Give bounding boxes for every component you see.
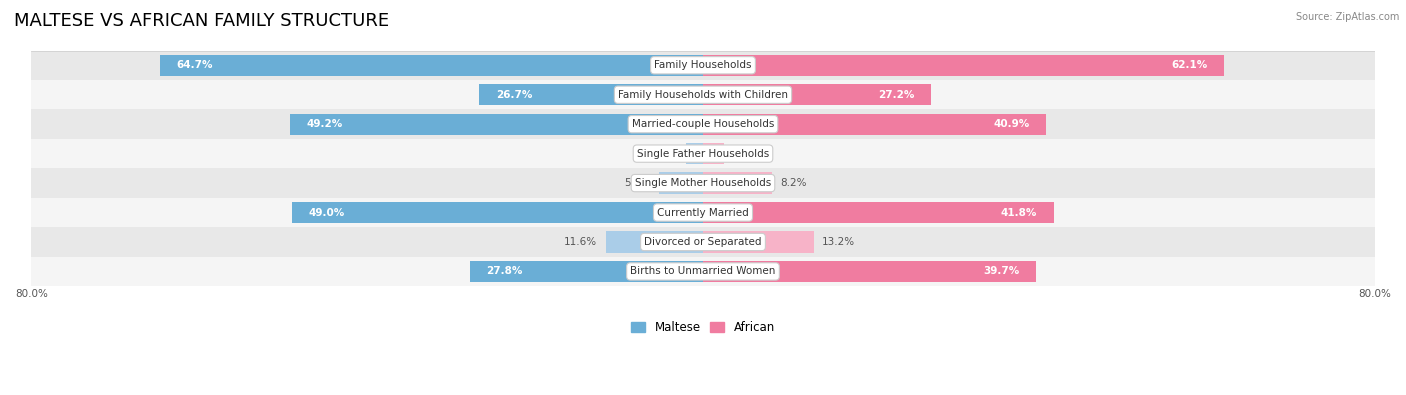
Bar (31, 80, 1375, 109)
Text: 62.1%: 62.1% (1171, 60, 1208, 70)
Text: 2.5%: 2.5% (733, 149, 759, 159)
Bar (291, 202, 703, 223)
Bar (31, 51, 1375, 80)
Text: Married-couple Households: Married-couple Households (631, 119, 775, 129)
Bar (703, 261, 1036, 282)
Text: 27.2%: 27.2% (879, 90, 914, 100)
Text: Source: ZipAtlas.com: Source: ZipAtlas.com (1295, 12, 1399, 22)
Bar (703, 143, 724, 164)
Bar (290, 114, 703, 135)
Bar (703, 84, 931, 105)
Bar (686, 143, 703, 164)
Bar (703, 173, 772, 194)
Bar (703, 114, 1046, 135)
Text: Currently Married: Currently Married (657, 207, 749, 218)
Bar (659, 173, 703, 194)
Text: Family Households: Family Households (654, 60, 752, 70)
Legend: Maltese, African: Maltese, African (626, 317, 780, 339)
Text: 40.9%: 40.9% (993, 119, 1029, 129)
Text: 26.7%: 26.7% (496, 90, 531, 100)
Bar (703, 202, 1054, 223)
Bar (31, 139, 1375, 168)
Text: Births to Unmarried Women: Births to Unmarried Women (630, 267, 776, 276)
Bar (703, 55, 1225, 76)
Text: 13.2%: 13.2% (823, 237, 855, 247)
Bar (160, 55, 703, 76)
Text: Family Households with Children: Family Households with Children (619, 90, 787, 100)
Bar (31, 168, 1375, 198)
Bar (31, 198, 1375, 227)
Text: Single Father Households: Single Father Households (637, 149, 769, 159)
Text: 27.8%: 27.8% (486, 267, 523, 276)
Bar (606, 231, 703, 252)
Text: Divorced or Separated: Divorced or Separated (644, 237, 762, 247)
Text: Single Mother Households: Single Mother Households (636, 178, 770, 188)
Bar (31, 109, 1375, 139)
Text: MALTESE VS AFRICAN FAMILY STRUCTURE: MALTESE VS AFRICAN FAMILY STRUCTURE (14, 12, 389, 30)
Bar (31, 257, 1375, 286)
Bar (31, 227, 1375, 257)
Text: 8.2%: 8.2% (780, 178, 807, 188)
Text: 11.6%: 11.6% (564, 237, 598, 247)
Bar (470, 261, 703, 282)
Text: 5.2%: 5.2% (624, 178, 651, 188)
Text: 49.0%: 49.0% (308, 207, 344, 218)
Text: 64.7%: 64.7% (177, 60, 214, 70)
Text: 41.8%: 41.8% (1001, 207, 1038, 218)
Text: 39.7%: 39.7% (983, 267, 1019, 276)
Bar (479, 84, 703, 105)
Text: 49.2%: 49.2% (307, 119, 343, 129)
Bar (703, 231, 814, 252)
Text: 2.0%: 2.0% (651, 149, 678, 159)
